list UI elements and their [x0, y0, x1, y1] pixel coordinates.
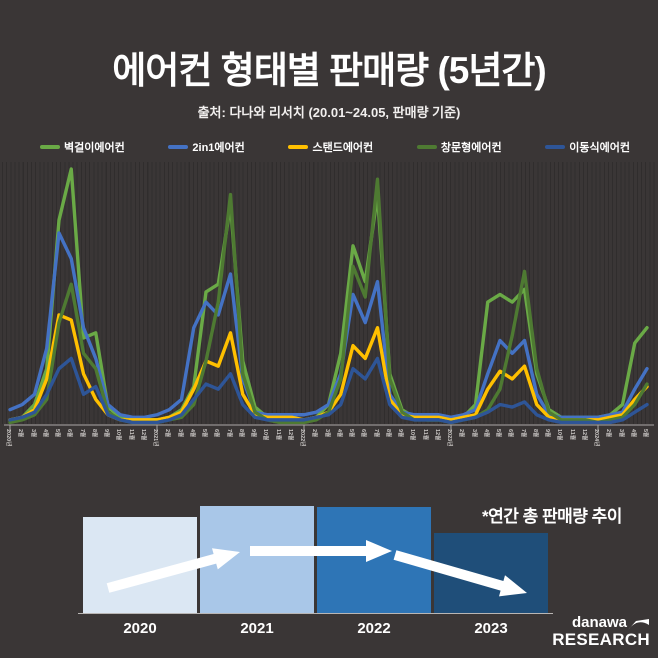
year-label-2022: 2022 — [357, 620, 391, 637]
x-axis-label: 2월 — [17, 429, 24, 438]
legend-item-portable: 이동식에어컨 — [545, 139, 630, 155]
legend-item-window: 창문형에어컨 — [416, 139, 502, 155]
x-axis-label: 8월 — [237, 429, 244, 438]
x-axis-label: 7월 — [78, 429, 85, 438]
x-axis-label: 9월 — [250, 429, 256, 438]
logo-swoosh-icon — [628, 618, 649, 630]
series-line-wall — [8, 167, 649, 422]
series-line-portable — [8, 356, 649, 425]
x-axis-label: 2021년 — [152, 429, 158, 447]
year-label-2021: 2021 — [240, 620, 274, 637]
x-axis-label: 5월 — [348, 429, 354, 438]
legend-swatch-window — [416, 145, 437, 149]
x-axis-label: 8월 — [90, 429, 97, 438]
source-subtitle: 출처: 다나와 리서치 (20.01~24.05, 판매량 기준) — [197, 105, 461, 120]
legend-label-window: 창문형에어컨 — [440, 142, 502, 154]
x-axis-label: 4월 — [41, 429, 48, 438]
x-axis-label: 7월 — [225, 429, 232, 438]
x-axis-label: 12월 — [139, 429, 146, 441]
x-axis-label: 8월 — [384, 429, 391, 438]
x-axis-label: 2024년 — [593, 429, 599, 447]
x-axis-label: 7월 — [372, 429, 379, 438]
x-axis-label: 2월 — [458, 429, 465, 438]
x-axis-label: 10월 — [556, 429, 563, 441]
x-axis-label: 9월 — [103, 429, 109, 438]
trend-arrow-down — [393, 550, 527, 597]
legend-label-wall: 벽걸이에어컨 — [64, 142, 125, 154]
bar-year-labels: 2020 2021 2022 2023 — [83, 620, 548, 637]
x-axis-label: 2월 — [605, 429, 612, 438]
legend-swatch-portable — [545, 145, 566, 149]
sales-line-chart — [4, 167, 654, 432]
x-axis-label: 4월 — [335, 429, 342, 438]
x-axis-label: 2020년 — [5, 429, 11, 447]
x-axis-label: 3월 — [323, 429, 330, 438]
annual-total-bar-chart — [83, 505, 548, 613]
legend-label-2in1: 2in1에어컨 — [192, 142, 245, 154]
x-axis-label: 6월 — [360, 429, 367, 438]
series-line-2in1 — [8, 231, 649, 420]
x-axis-label: 5월 — [54, 429, 60, 438]
logo-brand-text: danawa — [571, 614, 627, 631]
x-axis-label: 10월 — [115, 429, 122, 441]
x-axis-label: 11월 — [274, 429, 281, 440]
chart-plot-background — [2, 162, 656, 424]
x-axis-label: 9월 — [397, 429, 403, 438]
page-title: 에어컨 형태별 판매량 (5년간) — [112, 50, 547, 91]
x-axis-label: 4월 — [188, 429, 195, 438]
legend-label-portable: 이동식에어컨 — [569, 142, 630, 154]
x-axis-label: 5월 — [201, 429, 207, 438]
x-axis-label: 12월 — [286, 429, 293, 441]
legend-swatch-2in1 — [168, 145, 189, 149]
x-axis-label: 7월 — [519, 429, 526, 438]
x-axis-label: 6월 — [66, 429, 73, 438]
x-axis-label: 3월 — [176, 429, 183, 438]
x-axis-label: 11월 — [421, 429, 428, 440]
x-axis-label: 2023년 — [446, 429, 452, 447]
x-axis-label: 6월 — [507, 429, 514, 438]
x-axis-label: 3월 — [617, 429, 624, 438]
year-label-2020: 2020 — [123, 620, 157, 637]
trend-arrows — [106, 540, 527, 597]
legend-item-wall: 벽걸이에어컨 — [40, 139, 125, 155]
trend-arrow-up — [106, 548, 240, 593]
x-axis-label: 12월 — [433, 429, 440, 441]
x-axis-label: 3월 — [29, 429, 36, 438]
x-axis-label: 5월 — [495, 429, 501, 438]
x-axis-labels: 2020년 2월 3월 4월 5월 6월 7월 8월 9월 10월 11월 12월 2021년 2월 3월 4… — [0, 427, 658, 463]
x-axis-label: 3월 — [470, 429, 477, 438]
x-axis-label: 12월 — [580, 429, 587, 441]
danawa-research-logo: danawa RESEARCH — [552, 615, 650, 649]
legend: 벽걸이에어컨 2in1에어컨 스탠드에어컨 창문형에어컨 이동식에어컨 — [40, 139, 630, 155]
legend-swatch-wall — [40, 145, 60, 149]
x-axis-label: 2월 — [164, 429, 171, 438]
legend-item-2in1: 2in1에어컨 — [168, 139, 245, 155]
x-axis-label: 10월 — [409, 429, 416, 441]
x-axis-label: 10월 — [262, 429, 269, 441]
legend-item-stand: 스탠드에어컨 — [288, 139, 373, 155]
x-axis-label: 5월 — [642, 429, 648, 438]
legend-label-stand: 스탠드에어컨 — [312, 142, 374, 154]
bar-chart-axis-line — [78, 613, 553, 614]
trend-arrow-flat — [250, 540, 392, 562]
x-axis-label: 2022년 — [299, 429, 305, 447]
x-axis-label: 11월 — [568, 429, 575, 440]
x-axis-label: 2월 — [311, 429, 318, 438]
legend-swatch-stand — [288, 145, 309, 149]
x-axis-label: 4월 — [482, 429, 489, 438]
annual-trend-annotation: *연간 총 판매량 추이 — [482, 507, 622, 526]
x-axis-label: 6월 — [213, 429, 220, 438]
x-axis-label: 4월 — [629, 429, 636, 438]
x-axis-label: 8월 — [531, 429, 538, 438]
year-label-2023: 2023 — [474, 620, 508, 637]
x-axis-label: 11월 — [127, 429, 134, 440]
logo-research-text: RESEARCH — [552, 629, 650, 649]
x-axis-label: 9월 — [544, 429, 550, 438]
